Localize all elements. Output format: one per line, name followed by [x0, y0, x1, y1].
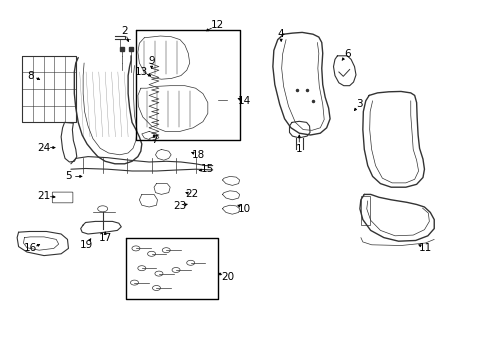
Text: 22: 22	[185, 189, 199, 199]
Text: 17: 17	[98, 233, 112, 243]
Text: 13: 13	[135, 67, 148, 77]
Text: 8: 8	[27, 71, 34, 81]
Text: 20: 20	[221, 272, 233, 282]
Bar	[360, 196, 369, 225]
Text: 2: 2	[121, 26, 128, 36]
Bar	[120, 47, 124, 51]
Text: 14: 14	[237, 96, 251, 106]
Text: 24: 24	[37, 143, 51, 153]
Text: 11: 11	[418, 243, 431, 253]
Text: 9: 9	[148, 56, 155, 66]
Text: 19: 19	[80, 240, 93, 250]
Text: 6: 6	[343, 49, 350, 59]
Text: 5: 5	[65, 171, 72, 181]
Text: 7: 7	[150, 135, 157, 145]
Text: 10: 10	[238, 204, 250, 214]
Bar	[129, 47, 133, 51]
Text: 12: 12	[210, 20, 224, 30]
Text: 21: 21	[37, 191, 51, 201]
Text: 15: 15	[201, 164, 214, 174]
Text: 1: 1	[295, 144, 302, 154]
Text: 16: 16	[24, 243, 38, 253]
Text: 4: 4	[277, 29, 284, 39]
Text: 3: 3	[355, 99, 362, 109]
Text: 18: 18	[191, 150, 204, 160]
Text: 23: 23	[173, 201, 186, 211]
